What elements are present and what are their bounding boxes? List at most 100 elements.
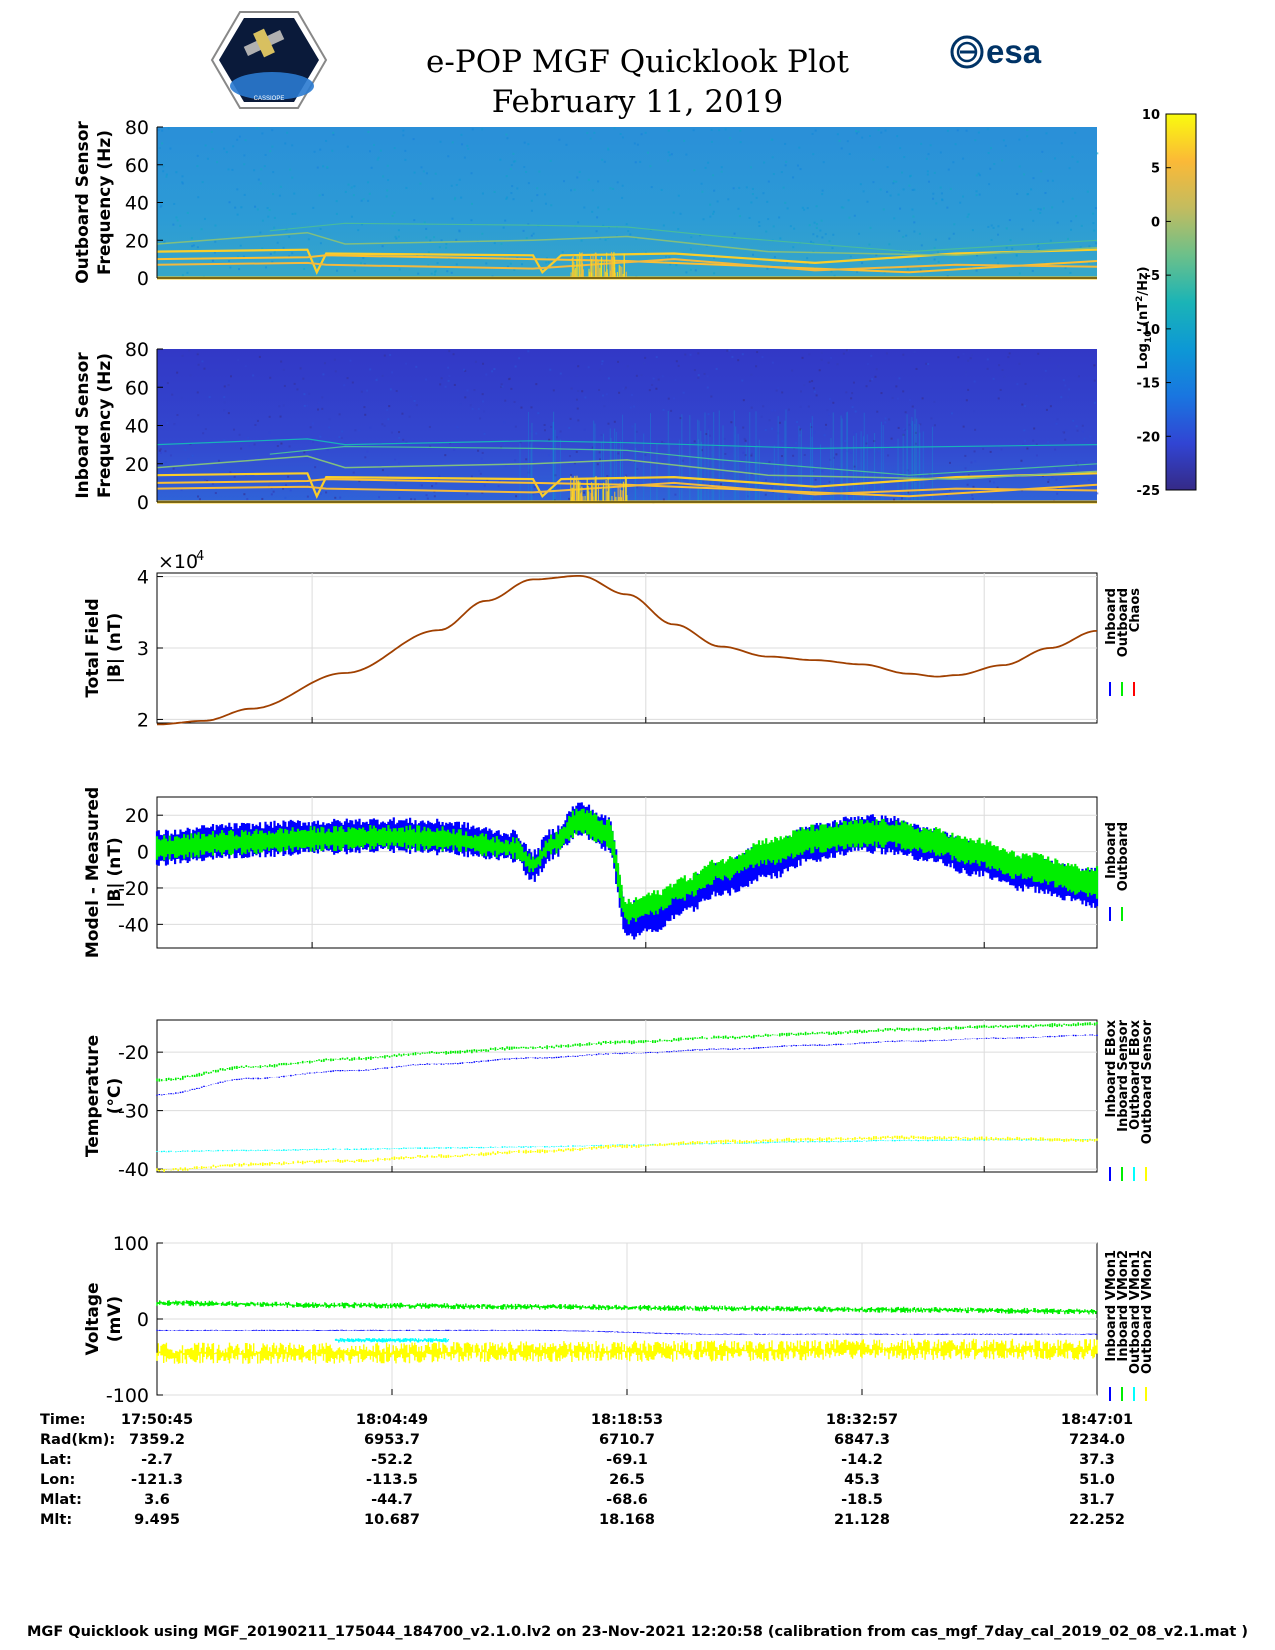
ephemeris-row-label: Time: [40,1412,86,1428]
spectrogram-speckle [702,480,705,483]
colorbar-label: Log10 (nT2/Hz) [1135,266,1154,369]
spectrogram-speckle [697,352,700,355]
spectrogram-speckle [351,381,354,384]
spectrogram-speckle [302,377,305,380]
spectrogram-speckle [413,399,416,402]
spectrogram-speckle [953,223,956,226]
spectrogram-speckle [777,386,780,389]
spectrogram-speckle [965,129,968,132]
spectrogram-speckle [549,159,552,162]
spectrogram-speckle [426,497,429,500]
spectrogram-speckle [875,254,878,257]
spectrogram-speckle [810,426,813,429]
spectrogram-speckle [939,186,942,189]
spectrogram-speckle [383,354,386,357]
spectrogram-speckle [801,356,804,359]
spectrogram-speckle [417,272,420,275]
spectrogram-speckle [303,451,306,454]
spectrogram-speckle [911,188,914,191]
spectrogram-speckle [665,255,668,258]
spectrogram-speckle [1037,248,1040,251]
spectrogram-speckle [693,440,696,443]
spectrogram-speckle [812,469,815,472]
spectrogram-speckle [899,147,902,150]
spectrogram-speckle [850,451,853,454]
spectrogram-speckle [828,413,831,416]
spectrogram-speckle [548,454,551,457]
spectrogram-speckle [872,181,875,184]
spectrogram-speckle [1093,229,1096,232]
spectrogram-speckle [1048,358,1051,361]
spectrogram-speckle [398,431,401,434]
spectrogram-speckle [1024,382,1027,385]
spectrogram-speckle [973,380,976,383]
spectrogram-speckle [766,267,769,270]
spectrogram-speckle [346,145,349,148]
spectrogram-speckle [584,396,587,399]
spectrogram-speckle [223,439,226,442]
spectrogram-speckle [822,161,825,164]
spectrogram-speckle [1035,246,1038,249]
ephemeris-cell: -18.5 [841,1492,883,1508]
spectrogram-speckle [601,394,604,397]
spectrogram-speckle [697,376,700,379]
spectrogram-speckle [1054,448,1057,451]
spectrogram-speckle [655,387,658,390]
y-axis-label-line1: Total Field [83,598,103,697]
spectrogram-speckle [1056,492,1059,495]
spectrogram-speckle [603,405,606,408]
spectrogram-speckle [667,151,670,154]
spectrogram-speckle [223,385,226,388]
ephemeris-table: Time: 17:50:45 18:04:49 18:18:53 18:32:57 18:… [40,1412,1133,1528]
spectrogram-speckle [808,380,811,383]
spectrogram-speckle [950,412,953,415]
spectrogram-speckle [368,192,371,195]
spectrogram-speckle [873,440,876,443]
spectrogram-speckle [810,488,813,491]
spectral-line [156,248,1098,275]
spectrogram-speckle [532,232,535,235]
spectrogram-speckle [836,133,839,136]
spectrogram-speckle [499,158,502,161]
spectrogram-speckle [477,449,480,452]
spectrogram-speckle [550,425,553,428]
spectrogram-speckle [173,202,176,205]
spectrogram-speckle [948,237,951,240]
spectrogram-speckle [762,192,765,195]
spectrogram-speckle [784,142,787,145]
ephemeris-row-label: Lat: [40,1452,72,1468]
spectrogram-speckle [449,442,452,445]
spectrogram-speckle [1000,448,1003,451]
spectrogram-speckle [975,269,978,272]
spectrogram-speckle [770,487,773,490]
spectrogram-speckle [505,197,508,200]
spectrogram-speckle [595,230,598,233]
spectrogram-speckle [229,471,232,474]
spectrogram-speckle [486,479,489,482]
spectrogram-speckle [750,452,753,455]
spectrogram-speckle [427,264,430,267]
spectrogram-speckle [1005,227,1008,230]
spectrogram-speckle [913,188,916,191]
spectrogram-speckle [1087,262,1090,265]
spectrogram-speckle [749,166,752,169]
spectrogram-speckle [175,171,178,174]
spectrogram-speckle [280,360,283,363]
spectrogram-speckle [629,233,632,236]
spectrogram-speckle [577,365,580,368]
spectrogram-speckle [667,129,670,132]
spectrogram-speckle [527,469,530,472]
spectrogram-speckle [675,264,678,267]
spectrogram-speckle [469,404,472,407]
spectrogram-speckle [375,377,378,380]
spectrogram-speckle [939,151,942,154]
ephemeris-cell: 6847.3 [834,1432,890,1448]
spectrogram-speckle [825,423,828,426]
spectrogram-speckle [897,426,900,429]
spectrogram-speckle [1045,132,1048,135]
spectrogram-speckle [626,365,629,368]
spectrogram-speckle [448,350,451,353]
spectrogram-speckle [712,210,715,213]
spectrogram-speckle [413,498,416,501]
spectrogram-speckle [466,389,469,392]
